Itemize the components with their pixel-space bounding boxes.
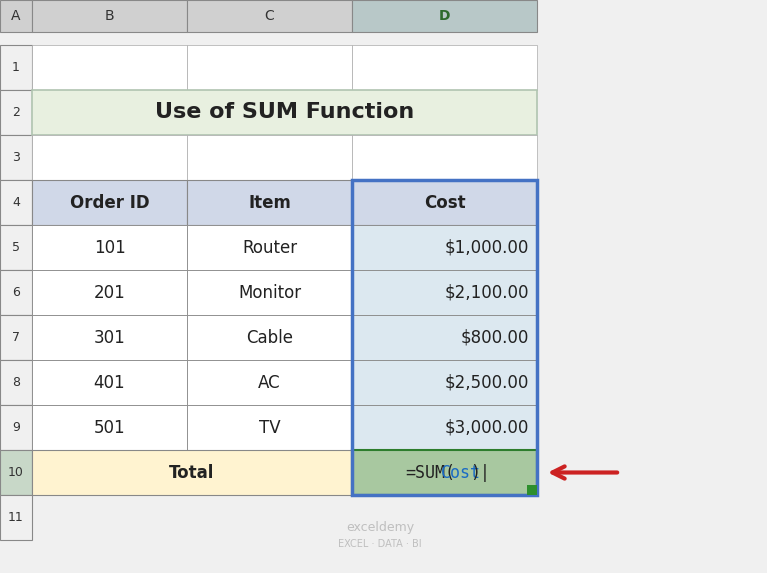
Bar: [0, 135, 32, 180]
Bar: [0, 270, 32, 315]
Text: AC: AC: [258, 374, 281, 391]
Bar: [32, 90, 537, 135]
Text: Total: Total: [170, 464, 215, 481]
Bar: [527, 485, 537, 495]
Bar: [352, 135, 537, 180]
Bar: [32, 315, 187, 360]
Bar: [352, 225, 537, 270]
Text: Order ID: Order ID: [70, 194, 150, 211]
Bar: [352, 360, 537, 405]
Text: 201: 201: [94, 284, 125, 301]
Bar: [352, 180, 537, 225]
Bar: [32, 0, 187, 32]
Text: 2: 2: [12, 106, 20, 119]
Text: C: C: [265, 9, 275, 23]
Text: TV: TV: [258, 418, 280, 437]
Bar: [0, 360, 32, 405]
Bar: [352, 450, 537, 495]
Text: 301: 301: [94, 328, 125, 347]
Text: $3,000.00: $3,000.00: [445, 418, 529, 437]
Text: 8: 8: [12, 376, 20, 389]
Text: 401: 401: [94, 374, 125, 391]
Bar: [32, 225, 187, 270]
Bar: [0, 90, 32, 135]
Bar: [187, 405, 352, 450]
Text: 1: 1: [12, 61, 20, 74]
Bar: [32, 405, 187, 450]
Bar: [0, 405, 32, 450]
Bar: [0, 0, 32, 32]
Text: 3: 3: [12, 151, 20, 164]
Bar: [352, 270, 537, 315]
Text: Monitor: Monitor: [238, 284, 301, 301]
Text: Router: Router: [242, 238, 297, 257]
Text: A: A: [12, 9, 21, 23]
Bar: [352, 405, 537, 450]
Bar: [187, 315, 352, 360]
Text: B: B: [104, 9, 114, 23]
Text: Cable: Cable: [246, 328, 293, 347]
Bar: [32, 450, 352, 495]
Bar: [32, 180, 187, 225]
Bar: [352, 180, 537, 495]
Text: 6: 6: [12, 286, 20, 299]
Text: 9: 9: [12, 421, 20, 434]
Bar: [32, 135, 187, 180]
Bar: [0, 225, 32, 270]
Bar: [187, 135, 352, 180]
Bar: [0, 45, 32, 90]
Bar: [187, 360, 352, 405]
Text: =SUM(: =SUM(: [405, 464, 455, 481]
Text: 11: 11: [8, 511, 24, 524]
Text: Use of SUM Function: Use of SUM Function: [155, 103, 414, 123]
Text: 5: 5: [12, 241, 20, 254]
Bar: [0, 450, 32, 495]
Text: Cost: Cost: [423, 194, 466, 211]
Bar: [187, 45, 352, 90]
Text: EXCEL · DATA · BI: EXCEL · DATA · BI: [338, 539, 422, 549]
Bar: [187, 180, 352, 225]
Bar: [352, 315, 537, 360]
Text: $2,500.00: $2,500.00: [445, 374, 529, 391]
Text: 501: 501: [94, 418, 125, 437]
Text: $1,000.00: $1,000.00: [445, 238, 529, 257]
Text: 101: 101: [94, 238, 125, 257]
Bar: [187, 270, 352, 315]
Text: $2,100.00: $2,100.00: [445, 284, 529, 301]
Bar: [32, 270, 187, 315]
Text: 7: 7: [12, 331, 20, 344]
Bar: [352, 45, 537, 90]
Text: D: D: [439, 9, 450, 23]
Bar: [32, 45, 187, 90]
Text: exceldemy: exceldemy: [346, 521, 414, 535]
Text: 10: 10: [8, 466, 24, 479]
Bar: [187, 225, 352, 270]
Text: )|: )|: [469, 464, 489, 481]
Text: Cost: Cost: [441, 464, 481, 481]
Text: $800.00: $800.00: [461, 328, 529, 347]
Bar: [0, 180, 32, 225]
Text: 4: 4: [12, 196, 20, 209]
Text: Item: Item: [248, 194, 291, 211]
Bar: [0, 315, 32, 360]
Bar: [32, 360, 187, 405]
Bar: [187, 0, 352, 32]
Bar: [352, 0, 537, 32]
Bar: [0, 495, 32, 540]
